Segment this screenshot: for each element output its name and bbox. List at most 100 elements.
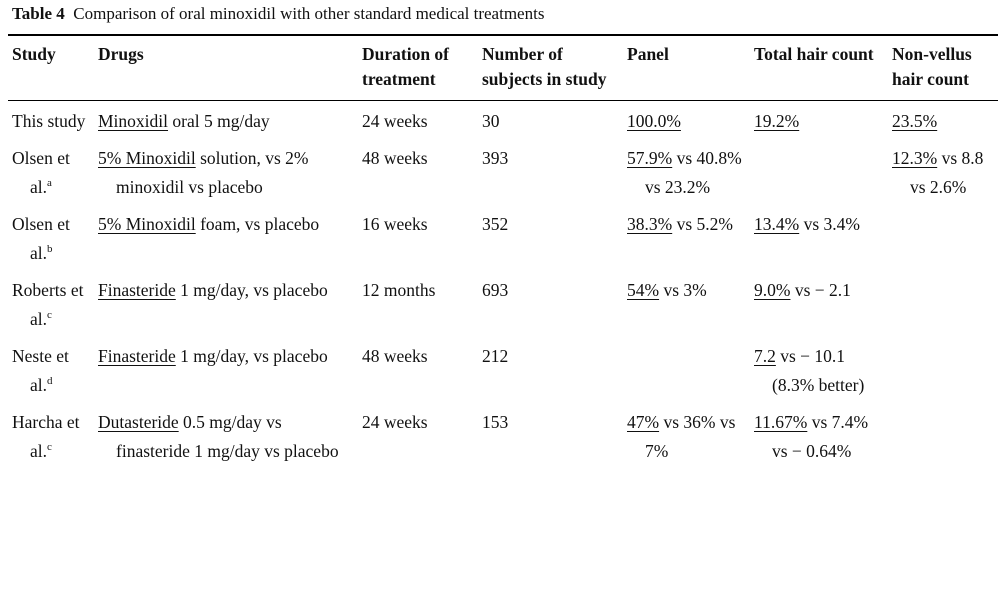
table-cell: Minoxidil oral 5 mg/day — [94, 101, 358, 145]
table-cell: 48 weeks — [358, 144, 478, 210]
cell-text: 153 — [482, 412, 509, 432]
caption: Table 4 Comparison of oral minoxidil wit… — [12, 4, 544, 24]
caption-text: Comparison of oral minoxidil with other … — [73, 4, 545, 23]
study-name: Harcha et al. — [12, 412, 80, 461]
underlined-text: 5% Minoxidil — [98, 214, 196, 234]
study-cell: Olsen et al.a — [8, 144, 94, 210]
underlined-text: 100.0% — [627, 111, 681, 131]
study-note: a — [47, 177, 52, 190]
cell-text: 352 — [482, 214, 509, 234]
cell-text: oral 5 mg/day — [168, 111, 270, 131]
study-cell: This study — [8, 101, 94, 145]
table-cell: 693 — [478, 276, 623, 342]
header-cell: Drugs — [94, 35, 358, 101]
table-cell — [888, 210, 998, 276]
table-cell: 23.5% — [888, 101, 998, 145]
underlined-text: 47% — [627, 412, 660, 432]
underlined-text: 5% Minoxidil — [98, 148, 196, 168]
cell-text: vs 3.4% — [799, 214, 860, 234]
cell-text: vs 7.4% vs − 0.64% — [772, 412, 869, 461]
underlined-text: 12.3% — [892, 148, 938, 168]
underlined-text: Finasteride — [98, 280, 176, 300]
cell-text: vs 3% — [659, 280, 707, 300]
table-cell: Finasteride 1 mg/day, vs placebo — [94, 342, 358, 408]
cell-text: vs 40.8% vs 23.2% — [645, 148, 742, 197]
table-cell: 100.0% — [623, 101, 750, 145]
cell-text: 0.5 mg/day vs finasteride 1 mg/day vs pl… — [116, 412, 339, 461]
cell-text: vs 36% vs 7% — [645, 412, 736, 461]
header-cell: Non-vellus hair count — [888, 35, 998, 101]
study-name: Olsen et al. — [12, 148, 70, 197]
study-cell: Harcha et al.c — [8, 408, 94, 474]
cell-text: 12 months — [362, 280, 436, 300]
underlined-text: 57.9% — [627, 148, 673, 168]
table-row: Olsen et al.a 5% Minoxidil solution, vs 2… — [8, 144, 998, 210]
study-cell: Neste et al.d — [8, 342, 94, 408]
table-cell: 5% Minoxidil foam, vs placebo — [94, 210, 358, 276]
table-cell: 9.0% vs − 2.1 — [750, 276, 888, 342]
underlined-text: 9.0% — [754, 280, 791, 300]
header-cell: Total hair count — [750, 35, 888, 101]
table-cell: 352 — [478, 210, 623, 276]
underlined-text: 11.67% — [754, 412, 808, 432]
study-note: c — [47, 309, 52, 322]
table-cell — [623, 342, 750, 408]
study-cell: Roberts et al.c — [8, 276, 94, 342]
table-cell: 19.2% — [750, 101, 888, 145]
header-cell: Study — [8, 35, 94, 101]
table-cell — [888, 408, 998, 474]
table-row: This study Minoxidil oral 5 mg/day 24 week… — [8, 101, 998, 145]
cell-text: vs 5.2% — [672, 214, 733, 234]
table-cell: Dutasteride 0.5 mg/day vs finasteride 1 … — [94, 408, 358, 474]
header-cell: Panel — [623, 35, 750, 101]
table-cell: 16 weeks — [358, 210, 478, 276]
underlined-text: 7.2 — [754, 346, 776, 366]
table-cell: 54% vs 3% — [623, 276, 750, 342]
cell-text: 693 — [482, 280, 509, 300]
table-row: Harcha et al.c Dutasteride 0.5 mg/day vs … — [8, 408, 998, 474]
cell-text: 16 weeks — [362, 214, 428, 234]
study-name: This study — [12, 111, 86, 131]
table-cell — [888, 276, 998, 342]
underlined-text: Finasteride — [98, 346, 176, 366]
study-name: Neste et al. — [12, 346, 69, 395]
header-row: Study Drugs Duration of treatment Number of… — [8, 35, 998, 101]
table-body: This study Minoxidil oral 5 mg/day 24 week… — [8, 101, 998, 475]
table-cell: 12.3% vs 8.8 vs 2.6% — [888, 144, 998, 210]
table-cell: 11.67% vs 7.4% vs − 0.64% — [750, 408, 888, 474]
cell-text: 48 weeks — [362, 148, 428, 168]
header-cell: Number of subjects in study — [478, 35, 623, 101]
table-cell: 212 — [478, 342, 623, 408]
table-cell: 12 months — [358, 276, 478, 342]
table-cell: 13.4% vs 3.4% — [750, 210, 888, 276]
study-note: d — [47, 375, 53, 388]
table-cell: 48 weeks — [358, 342, 478, 408]
underlined-text: Minoxidil — [98, 111, 169, 131]
underlined-text: 23.5% — [892, 111, 938, 131]
table-cell: 7.2 vs − 10.1 (8.3% better) — [750, 342, 888, 408]
underlined-text: 38.3% — [627, 214, 673, 234]
table-cell: Finasteride 1 mg/day, vs placebo — [94, 276, 358, 342]
cell-text: vs − 10.1 (8.3% better) — [772, 346, 865, 395]
underlined-text: Dutasteride — [98, 412, 179, 432]
table-row: Olsen et al.b 5% Minoxidil foam, vs place… — [8, 210, 998, 276]
study-name: Olsen et al. — [12, 214, 70, 263]
underlined-text: 13.4% — [754, 214, 800, 234]
table-cell: 24 weeks — [358, 408, 478, 474]
cell-text: vs − 2.1 — [790, 280, 851, 300]
study-name: Roberts et al. — [12, 280, 84, 329]
cell-text: 24 weeks — [362, 111, 428, 131]
table-row: Roberts et al.c Finasteride 1 mg/day, vs … — [8, 276, 998, 342]
cell-text: foam, vs placebo — [195, 214, 320, 234]
table: Study Drugs Duration of treatment Number of… — [8, 34, 998, 474]
study-note: c — [47, 441, 52, 454]
cell-text: 48 weeks — [362, 346, 428, 366]
table-cell: 393 — [478, 144, 623, 210]
underlined-text: 19.2% — [754, 111, 800, 131]
cell-text: solution, vs 2% minoxidil vs placebo — [116, 148, 309, 197]
study-cell: Olsen et al.b — [8, 210, 94, 276]
table-cell — [750, 144, 888, 210]
cell-text: 393 — [482, 148, 509, 168]
table-cell: 30 — [478, 101, 623, 145]
table-cell: 5% Minoxidil solution, vs 2% minoxidil v… — [94, 144, 358, 210]
